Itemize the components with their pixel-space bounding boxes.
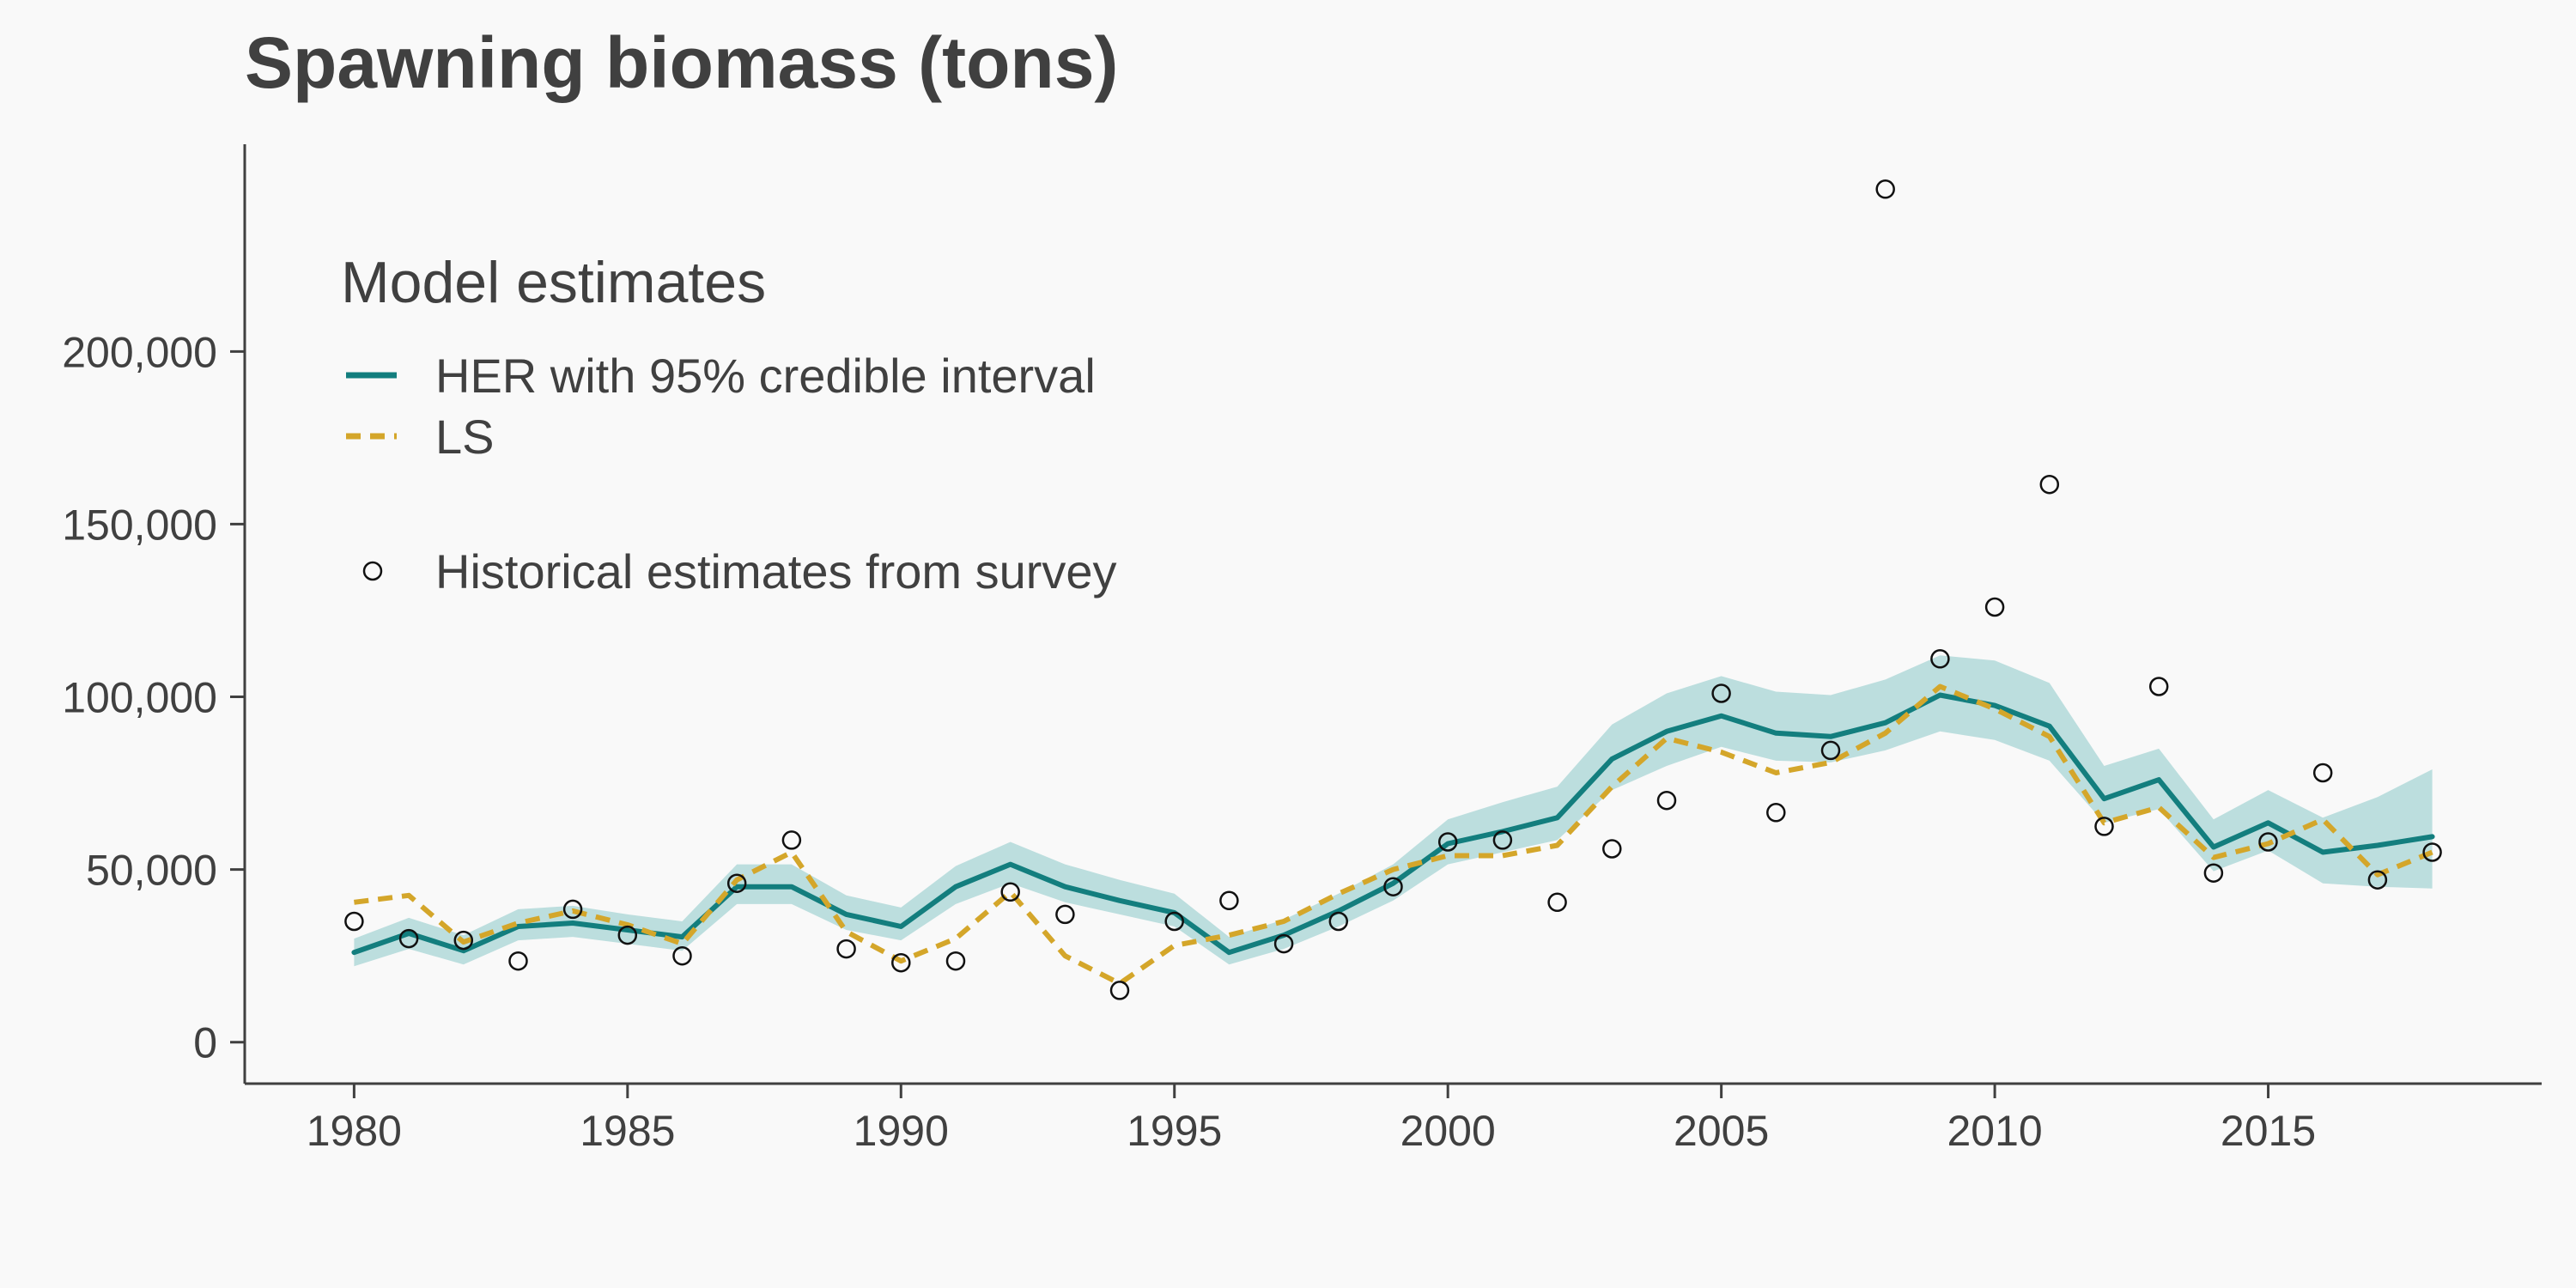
x-tick-label: 2000 xyxy=(1400,1107,1496,1155)
survey-point xyxy=(453,930,474,951)
x-tick-label: 2015 xyxy=(2221,1107,2316,1155)
legend-survey-point-swatch xyxy=(362,561,383,581)
survey-point xyxy=(672,945,692,966)
survey-point xyxy=(398,928,419,949)
survey-point xyxy=(344,911,364,932)
survey-point xyxy=(2258,832,2278,852)
legend-item-ls: LS xyxy=(435,410,495,464)
chart-title: Spawning biomass (tons) xyxy=(245,22,1118,103)
survey-point xyxy=(1547,892,1567,913)
survey-point xyxy=(1602,839,1622,859)
survey-point xyxy=(2148,677,2169,696)
survey-point xyxy=(1273,933,1294,954)
her-series-line xyxy=(351,692,2435,956)
survey-point xyxy=(1656,790,1677,811)
survey-point xyxy=(508,951,528,971)
survey-point xyxy=(1984,597,2005,617)
survey-point xyxy=(617,925,638,945)
survey-point xyxy=(1055,904,1075,925)
x-tick-label: 2005 xyxy=(1674,1107,1769,1155)
survey-point xyxy=(1492,830,1513,850)
survey-point xyxy=(945,951,966,971)
survey-point xyxy=(1766,803,1786,823)
credible-interval-band xyxy=(354,655,2433,967)
survey-point xyxy=(2203,863,2224,883)
y-tick-label: 150,000 xyxy=(62,501,217,549)
survey-point xyxy=(726,873,747,893)
x-tick-label: 1985 xyxy=(580,1107,675,1155)
survey-point xyxy=(836,939,856,959)
survey-point xyxy=(2367,870,2388,890)
plot-area: 0 50,000 100,000 150,000 200,000 1980 1985 1990… xyxy=(62,144,2542,1155)
survey-point xyxy=(1383,877,1403,896)
legend-item-her: HER with 95% credible interval xyxy=(435,349,1096,403)
legend-title: Model estimates xyxy=(341,250,766,315)
legend-item-survey: Historical estimates from survey xyxy=(435,544,1117,598)
survey-point xyxy=(1164,911,1184,932)
survey-point xyxy=(2422,842,2442,862)
survey-point xyxy=(891,952,911,973)
survey-point xyxy=(1109,981,1130,1000)
survey-point xyxy=(1711,683,1731,703)
x-tick-label: 1980 xyxy=(307,1107,402,1155)
survey-point xyxy=(2312,762,2333,783)
survey-point xyxy=(1930,649,1950,669)
x-tick-label: 1995 xyxy=(1127,1107,1222,1155)
survey-point xyxy=(2094,817,2114,836)
y-tick-label: 100,000 xyxy=(62,674,217,722)
ls-series-line xyxy=(354,683,2433,987)
legend: Model estimates HER with 95% credible in… xyxy=(341,250,1117,598)
survey-point xyxy=(1875,179,1895,199)
survey-point xyxy=(562,899,583,920)
survey-point xyxy=(1820,740,1841,761)
x-tick-label: 2010 xyxy=(1947,1107,2042,1155)
y-tick-label: 0 xyxy=(193,1019,217,1067)
y-tick-label: 200,000 xyxy=(62,328,217,376)
survey-point xyxy=(1437,832,1458,852)
survey-point xyxy=(2039,474,2060,495)
survey-point xyxy=(1000,882,1020,902)
x-tick-label: 1990 xyxy=(854,1107,949,1155)
y-tick-label: 50,000 xyxy=(86,847,217,895)
survey-point xyxy=(1219,890,1239,911)
survey-point xyxy=(781,830,802,850)
survey-point xyxy=(1328,911,1349,932)
